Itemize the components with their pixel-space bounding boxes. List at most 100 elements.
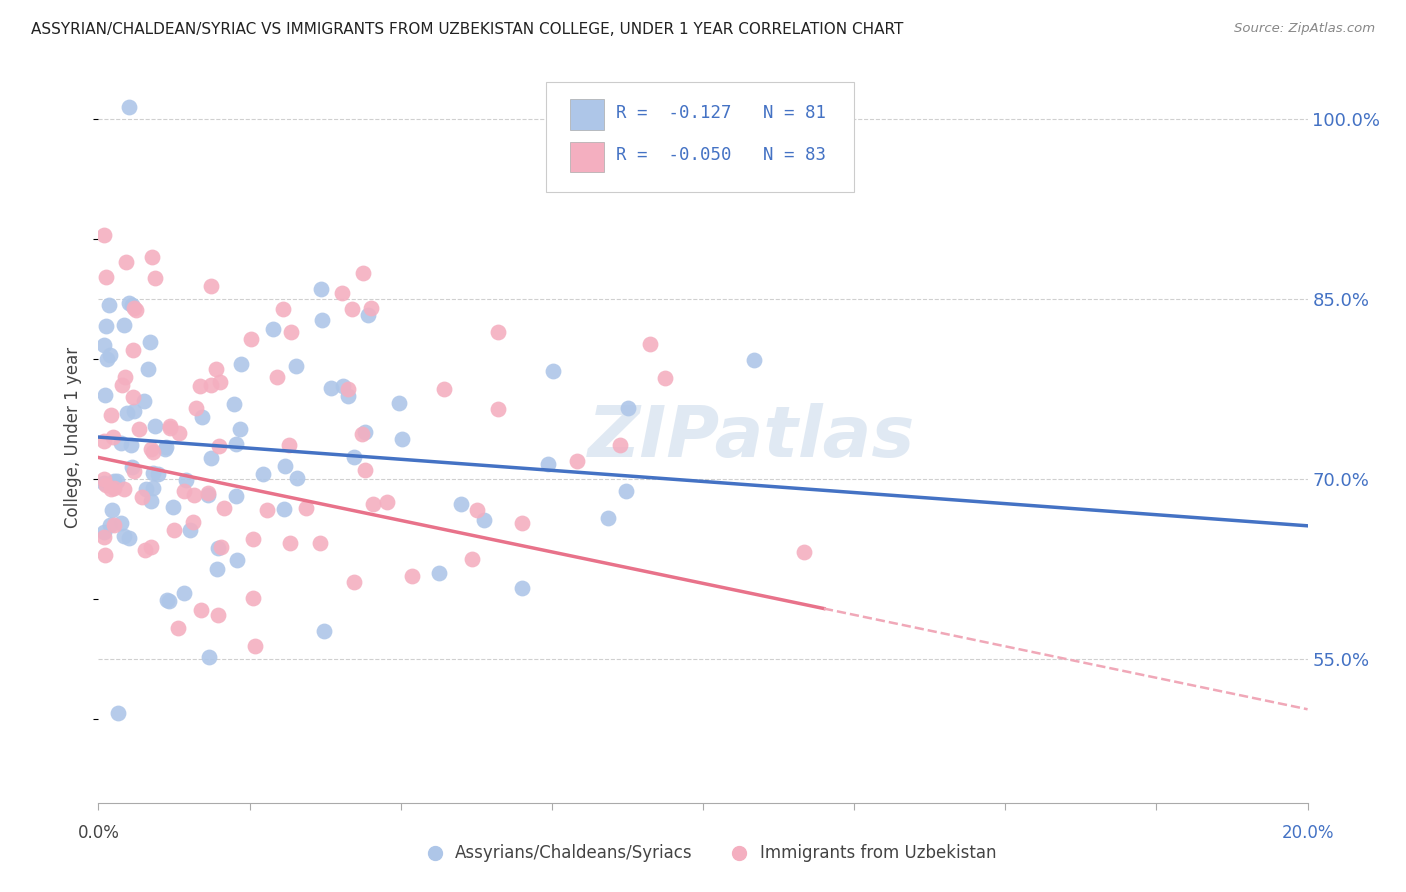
Point — [357, 308, 380, 322]
Point — [112, 482, 135, 496]
Point — [183, 488, 205, 502]
Point — [139, 540, 162, 554]
Point — [118, 100, 141, 114]
Point — [114, 369, 136, 384]
Text: ASSYRIAN/CHALDEAN/SYRIAC VS IMMIGRANTS FROM UZBEKISTAN COLLEGE, UNDER 1 YEAR COR: ASSYRIAN/CHALDEAN/SYRIAC VS IMMIGRANTS F… — [31, 22, 903, 37]
Point — [461, 551, 484, 566]
Point — [94, 270, 117, 285]
Point — [103, 518, 125, 533]
Point — [273, 459, 295, 474]
Point — [277, 438, 299, 452]
Point — [209, 540, 232, 554]
Point — [121, 298, 143, 312]
Point — [142, 467, 165, 481]
Point — [617, 401, 640, 416]
Point — [309, 536, 332, 550]
Point — [110, 435, 132, 450]
Point — [465, 503, 488, 517]
Point — [93, 227, 115, 242]
Text: Source: ZipAtlas.com: Source: ZipAtlas.com — [1234, 22, 1375, 36]
Point — [115, 255, 138, 269]
Point — [222, 397, 245, 411]
Point — [103, 481, 125, 495]
Point — [243, 640, 266, 654]
Point — [94, 478, 117, 492]
Point — [240, 332, 263, 346]
Point — [252, 467, 274, 481]
Point — [486, 325, 509, 339]
Point — [107, 706, 129, 720]
Point — [388, 396, 411, 410]
Point — [142, 481, 165, 495]
Point — [162, 500, 184, 514]
Text: 0.0%: 0.0% — [77, 824, 120, 842]
Point — [353, 463, 375, 477]
Point — [93, 434, 115, 448]
Point — [103, 429, 125, 443]
Point — [93, 475, 115, 490]
Point — [105, 474, 128, 488]
Bar — [569, 142, 603, 172]
Point — [159, 419, 181, 434]
Point — [609, 438, 631, 452]
Point — [111, 378, 134, 392]
Point — [343, 575, 366, 590]
Text: Immigrants from Uzbekistan: Immigrants from Uzbekistan — [759, 844, 997, 862]
Point — [198, 649, 221, 664]
Point — [343, 450, 366, 464]
Point — [96, 351, 118, 366]
Point — [472, 513, 495, 527]
Point — [94, 548, 117, 562]
Point — [266, 370, 288, 384]
Point — [112, 318, 135, 333]
Point — [120, 438, 142, 452]
Point — [205, 362, 228, 376]
Point — [181, 515, 204, 529]
Point — [596, 511, 619, 525]
Point — [354, 425, 377, 439]
Point — [205, 562, 228, 576]
Point — [139, 442, 162, 456]
Point — [141, 250, 163, 264]
Point — [614, 483, 637, 498]
Point — [280, 326, 302, 340]
Point — [537, 457, 560, 471]
Point — [190, 603, 212, 617]
Point — [93, 530, 115, 544]
Point — [319, 381, 342, 395]
Point — [136, 362, 159, 376]
Point — [139, 494, 162, 508]
Point — [98, 517, 121, 532]
Point — [225, 489, 247, 503]
Point — [427, 566, 450, 580]
Point — [510, 516, 533, 530]
Point — [401, 569, 423, 583]
Point — [278, 536, 301, 550]
Point — [361, 497, 384, 511]
Point — [512, 581, 534, 595]
Point — [134, 543, 156, 558]
Bar — [569, 99, 603, 130]
Point — [135, 483, 157, 497]
Point — [450, 496, 472, 510]
Point — [94, 318, 117, 333]
Point — [311, 283, 333, 297]
Point — [225, 437, 247, 451]
Point — [186, 401, 208, 415]
Point — [654, 371, 676, 385]
Point — [311, 313, 333, 327]
Point — [112, 528, 135, 542]
Point — [262, 322, 284, 336]
Text: 20.0%: 20.0% — [1281, 824, 1334, 842]
Point — [226, 552, 249, 566]
Point — [352, 266, 374, 280]
Point — [156, 592, 179, 607]
Point — [638, 337, 661, 351]
Point — [273, 501, 295, 516]
Point — [124, 301, 146, 316]
Point — [132, 393, 155, 408]
Point — [793, 545, 815, 559]
Point — [231, 357, 253, 371]
Point — [200, 278, 222, 293]
Point — [352, 426, 374, 441]
